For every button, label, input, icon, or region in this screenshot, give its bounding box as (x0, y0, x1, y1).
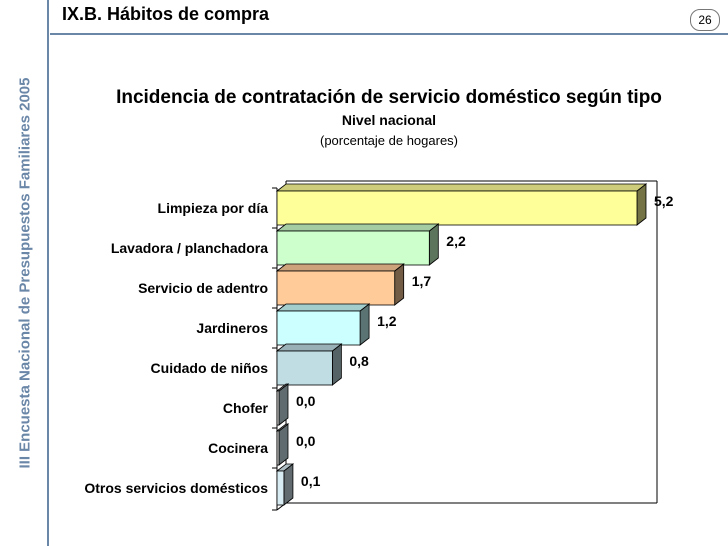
header-bar (50, 0, 728, 34)
side-band: III Encuesta Nacional de Presupuestos Fa… (0, 0, 50, 546)
category-label-5: Chofer (223, 400, 269, 416)
bar-7 (276, 470, 285, 506)
value-label-6: 0,0 (296, 433, 316, 449)
category-label-3: Jardineros (196, 320, 268, 336)
value-label-4: 0,8 (349, 353, 369, 369)
bar-0 (276, 190, 638, 226)
bar-4 (276, 350, 333, 386)
bar-top-2 (275, 263, 405, 272)
section-title: IX.B. Hábitos de compra (62, 4, 270, 24)
bar-top-0 (275, 183, 648, 192)
category-label-1: Lavadora / planchadora (111, 240, 268, 256)
bar-top-4 (275, 343, 343, 352)
value-label-0: 5,2 (654, 193, 674, 209)
side-divider (47, 0, 49, 546)
bar-2 (276, 270, 396, 306)
category-label-2: Servicio de adentro (138, 280, 268, 296)
chart-title: Incidencia de contratación de servicio d… (116, 87, 662, 108)
value-label-2: 1,7 (412, 273, 432, 289)
page-number-badge: 26 (690, 9, 720, 31)
header-divider (50, 33, 728, 35)
bar-5 (276, 390, 280, 426)
value-label-1: 2,2 (446, 233, 466, 249)
category-label-6: Cocinera (208, 440, 268, 456)
category-label-7: Otros servicios domésticos (84, 480, 268, 496)
bar-top-1 (275, 223, 440, 232)
value-label-7: 0,1 (301, 473, 321, 489)
value-label-5: 0,0 (296, 393, 316, 409)
category-label-4: Cuidado de niños (151, 360, 269, 376)
value-label-3: 1,2 (377, 313, 397, 329)
chart-subtitle: Nivel nacional (341, 112, 437, 128)
bar-top-3 (275, 303, 371, 312)
bar-1 (276, 230, 430, 266)
chart-note: (porcentaje de hogares) (319, 133, 459, 148)
bar-6 (276, 430, 280, 466)
bar-3 (276, 310, 361, 346)
category-label-0: Limpieza por día (158, 200, 269, 216)
